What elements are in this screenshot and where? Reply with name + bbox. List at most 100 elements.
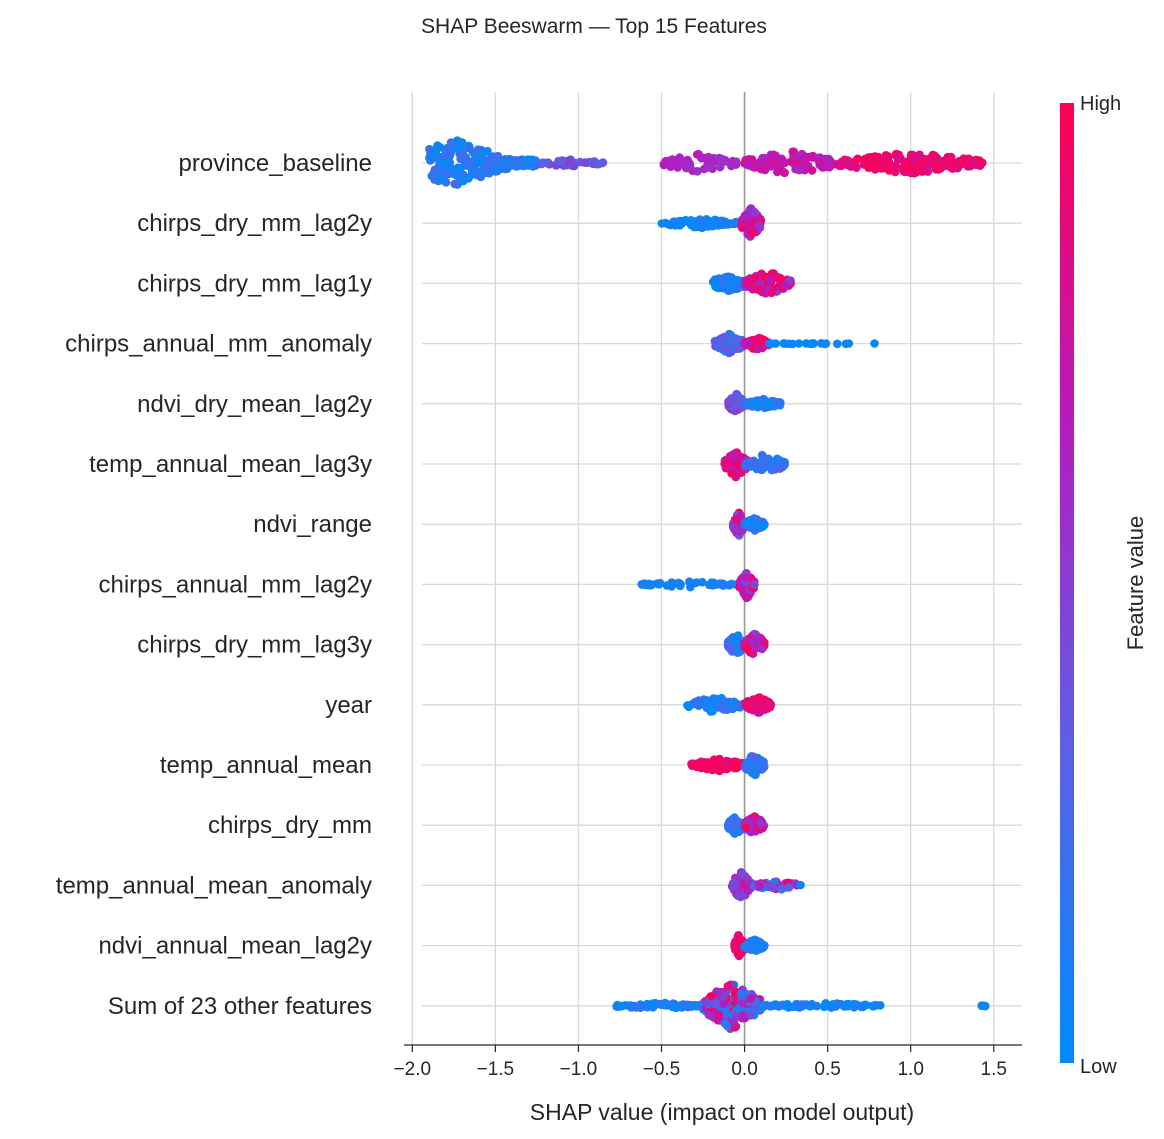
shap-point [723,982,733,991]
shap-point [452,171,462,180]
shap-point [714,1010,723,1019]
shap-point [446,149,455,158]
shap-point [701,996,710,1006]
shap-point [743,944,753,953]
shap-point [722,757,732,766]
beeswarm-points [425,136,990,1033]
shap-point [728,450,738,460]
shap-point [816,339,826,348]
shap-point [501,164,510,174]
shap-point [676,219,685,229]
shap-point [756,756,766,765]
shap-point [655,578,665,588]
shap-point [594,159,603,169]
shap-point [754,634,763,643]
shap-point [736,989,746,998]
shap-point [800,158,810,168]
grid-lines [411,92,1022,1045]
shap-point [796,880,805,890]
shap-point [558,156,567,165]
shap-point [829,1000,839,1010]
shap-point [761,159,770,168]
feature-label: temp_annual_mean_anomaly [56,872,372,899]
shap-point [733,701,743,710]
shap-point [691,1000,700,1010]
shap-point [966,157,975,166]
shap-point [457,138,467,147]
feature-label: Sum of 23 other features [108,993,372,1020]
shap-point [447,140,456,150]
shap-point [694,696,703,705]
feature-label: year [325,692,372,719]
feature-label: chirps_dry_mm_lag2y [137,210,372,237]
shap-point [659,160,669,170]
shap-point [714,580,724,589]
shap-point [765,275,775,284]
shap-point [671,1003,681,1013]
shap-point [756,465,766,474]
shap-point [704,152,713,162]
shap-point [759,703,769,713]
shap-point [438,176,447,185]
feature-label: ndvi_dry_mean_lag2y [137,391,372,418]
shap-point [720,1019,730,1028]
shap-point [926,154,935,163]
shap-point [715,216,725,226]
shap-point [861,155,871,164]
shap-point [864,163,873,172]
shap-point [764,398,773,408]
shap-point [715,162,725,172]
shap-point [843,159,853,168]
shap-point [812,1001,822,1011]
shap-point [761,458,770,468]
shap-point [669,217,679,226]
shap-point [822,161,832,170]
shap-point [723,821,733,831]
shap-point [713,337,722,346]
shap-point [730,989,740,998]
shap-point [655,999,665,1009]
shap-point [697,223,707,232]
shap-point [466,158,475,168]
shap-point [767,288,776,298]
shap-point [745,702,755,711]
feature-label: temp_annual_mean [160,752,372,779]
shap-point [779,339,788,348]
feature-label: ndvi_annual_mean_lag2y [98,933,372,960]
shap-point [835,161,845,170]
shap-point [705,162,714,172]
shap-point [733,891,743,900]
shap-point [674,578,683,588]
shap-point [510,158,519,168]
shap-point [879,163,888,173]
shap-point [833,339,842,349]
shap-point [748,457,758,466]
shap-point [704,761,714,771]
shap-point [678,160,687,169]
colorbar-low-label: Low [1080,1056,1117,1078]
shap-point [541,158,551,168]
shap-point [484,155,494,165]
x-tick-label: −1.0 [560,1059,598,1080]
shap-point [740,211,750,220]
shap-point [775,162,785,171]
shap-point [719,992,728,1001]
shap-point [753,344,763,354]
shap-point [796,1000,805,1009]
shap-point [708,581,717,590]
shap-point [758,521,767,530]
shap-point [642,999,652,1009]
shap-point [666,162,675,171]
shap-point [771,1001,780,1010]
shap-point [733,817,742,826]
shap-point [745,1011,755,1020]
shap-point [808,339,817,348]
shap-point [481,163,491,172]
feature-labels: province_baseline chirps_dry_mm_lag2ychir… [56,150,372,1020]
feature-label: chirps_dry_mm [208,812,372,839]
shap-point [453,163,463,173]
shap-point [738,998,748,1008]
shap-point [745,205,755,214]
shap-point [711,694,720,704]
shap-point [668,155,677,164]
